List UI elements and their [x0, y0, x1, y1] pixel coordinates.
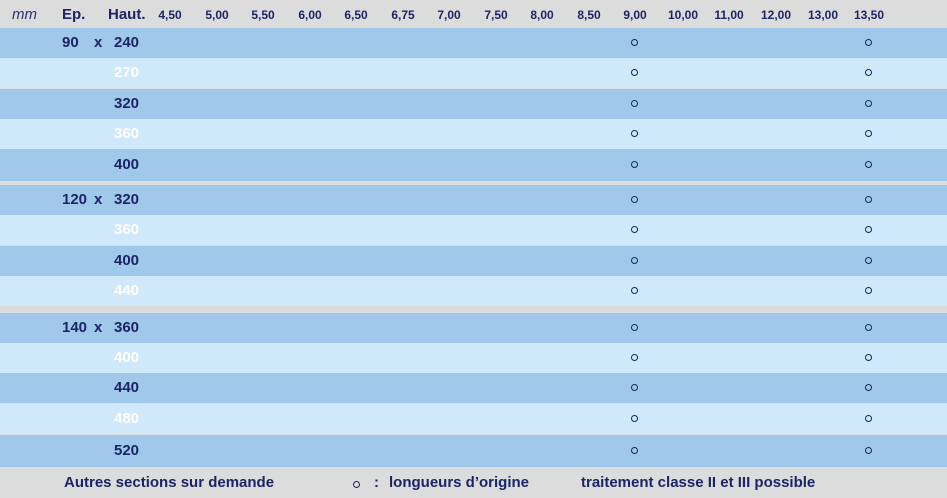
availability-circle-icon — [865, 354, 872, 361]
haut-value: 440 — [114, 282, 140, 299]
treatment-note: traitement classe II et III possible — [581, 474, 816, 491]
haut-value: 320 — [114, 95, 140, 112]
table-header: mm Ep. Haut. 4,50 5,00 5,50 6,00 6,50 6,75 7,0… — [0, 0, 947, 28]
ep-value: 90 — [62, 34, 79, 51]
table-row: 480 — [0, 404, 947, 434]
length-header: 6,50 — [344, 8, 368, 22]
table-row: 140 x 360 — [0, 313, 947, 343]
availability-circle-icon — [865, 287, 872, 294]
availability-circle-icon — [865, 324, 872, 331]
table-row: 400 — [0, 246, 947, 276]
table-row: 520 — [0, 435, 947, 467]
ep-value: 120 — [62, 191, 88, 208]
length-header: 8,00 — [530, 8, 554, 22]
legend-circle-icon — [353, 474, 360, 491]
availability-circle-icon — [631, 196, 638, 203]
haut-value: 240 — [114, 34, 140, 51]
availability-circle-icon — [631, 447, 638, 454]
availability-circle-icon — [865, 100, 872, 107]
length-header: 11,00 — [714, 8, 744, 22]
table-row: 360 — [0, 119, 947, 149]
availability-circle-icon — [631, 100, 638, 107]
availability-circle-icon — [631, 226, 638, 233]
availability-circle-icon — [631, 287, 638, 294]
haut-value: 520 — [114, 442, 140, 459]
availability-circle-icon — [865, 415, 872, 422]
table-footer: Autres sections sur demande : longueurs … — [0, 468, 947, 498]
availability-circle-icon — [631, 324, 638, 331]
length-header: 13,50 — [853, 8, 885, 22]
availability-circle-icon — [865, 447, 872, 454]
ep-value: 140 — [62, 319, 88, 336]
length-header: 6,75 — [391, 8, 415, 22]
ep-column-header: Ep. — [62, 6, 86, 23]
length-header: 12,00 — [760, 8, 792, 22]
availability-circle-icon — [631, 354, 638, 361]
table-row: 270 — [0, 58, 947, 88]
length-header: 7,50 — [484, 8, 508, 22]
haut-value: 360 — [114, 125, 140, 142]
availability-circle-icon — [865, 257, 872, 264]
availability-circle-icon — [631, 130, 638, 137]
legend-text: longueurs d’origine — [389, 474, 530, 491]
availability-circle-icon — [631, 415, 638, 422]
table-row: 90 x 240 — [0, 28, 947, 58]
length-header: 7,00 — [437, 8, 461, 22]
availability-circle-icon — [631, 384, 638, 391]
haut-value: 480 — [114, 410, 140, 427]
haut-value: 360 — [114, 319, 140, 336]
table-row: 400 — [0, 149, 947, 181]
length-header: 10,00 — [667, 8, 699, 22]
haut-value: 320 — [114, 191, 140, 208]
availability-circle-icon — [865, 161, 872, 168]
haut-value: 440 — [114, 379, 140, 396]
table-row: 400 — [0, 343, 947, 373]
haut-value: 400 — [114, 156, 140, 173]
times-sign: x — [94, 34, 103, 51]
other-sections-note: Autres sections sur demande — [64, 474, 275, 491]
length-header: 5,00 — [205, 8, 229, 22]
availability-circle-icon — [865, 226, 872, 233]
unit-label: mm — [12, 6, 37, 23]
legend-colon: : — [374, 474, 379, 491]
table-row: 320 — [0, 89, 947, 119]
haut-column-header: Haut. — [108, 6, 146, 23]
dimension-table: 90 x 240 270 320 360 400 120 x 320 360 400 440 140 x 36… — [0, 28, 947, 467]
length-header: 4,50 — [158, 8, 182, 22]
haut-value: 400 — [114, 349, 140, 366]
length-header: 13,00 — [807, 8, 839, 22]
availability-circle-icon — [631, 161, 638, 168]
times-sign: x — [94, 319, 103, 336]
availability-circle-icon — [631, 257, 638, 264]
times-sign: x — [94, 191, 103, 208]
haut-value: 270 — [114, 64, 140, 81]
availability-circle-icon — [865, 384, 872, 391]
length-header: 5,50 — [251, 8, 275, 22]
haut-value: 400 — [114, 252, 140, 269]
table-row: 120 x 320 — [0, 185, 947, 215]
length-header: 8,50 — [577, 8, 601, 22]
availability-circle-icon — [865, 130, 872, 137]
haut-value: 360 — [114, 221, 140, 238]
length-header: 6,00 — [298, 8, 322, 22]
length-header: 9,00 — [623, 8, 647, 22]
table-row: 360 — [0, 215, 947, 245]
availability-circle-icon — [865, 196, 872, 203]
availability-circle-icon — [631, 69, 638, 76]
table-row: 440 — [0, 276, 947, 306]
availability-circle-icon — [865, 69, 872, 76]
availability-circle-icon — [865, 39, 872, 46]
availability-circle-icon — [631, 39, 638, 46]
table-row: 440 — [0, 373, 947, 403]
